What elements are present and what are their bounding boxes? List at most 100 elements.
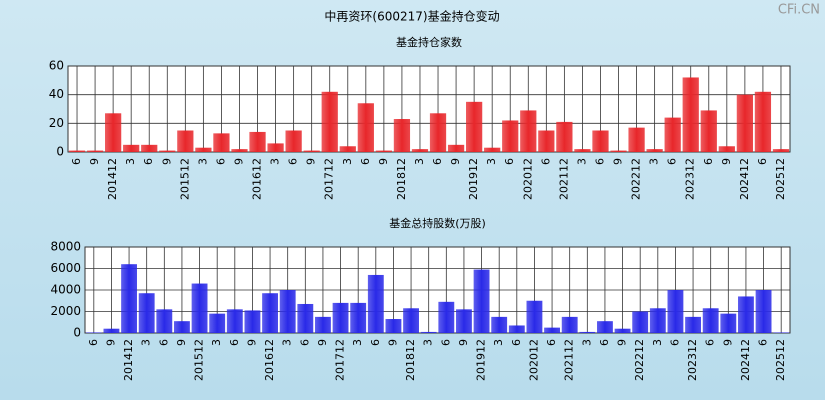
bar bbox=[85, 332, 102, 333]
bar bbox=[738, 296, 754, 333]
x-tick-label: 9 bbox=[616, 339, 629, 346]
bar bbox=[411, 149, 429, 152]
bar bbox=[754, 91, 772, 152]
bar bbox=[429, 113, 447, 152]
x-tick-label: 202312 bbox=[686, 339, 699, 381]
bar bbox=[141, 144, 158, 152]
bar bbox=[315, 316, 331, 333]
x-tick-label: 6 bbox=[756, 158, 769, 165]
x-tick-label: 3 bbox=[196, 158, 209, 165]
bar bbox=[420, 331, 437, 333]
x-tick-label: 201412 bbox=[122, 339, 135, 381]
x-tick-label: 202212 bbox=[633, 339, 646, 381]
bar bbox=[262, 293, 278, 333]
y-tick-label: 0 bbox=[73, 326, 81, 340]
bar bbox=[597, 321, 613, 333]
bar bbox=[123, 144, 140, 152]
bar bbox=[520, 110, 537, 152]
x-tick-label: 9 bbox=[720, 158, 733, 165]
bar bbox=[718, 146, 735, 152]
x-tick-label: 9 bbox=[88, 158, 101, 165]
bar bbox=[720, 313, 737, 333]
x-tick-label: 9 bbox=[316, 339, 329, 346]
x-tick-label: 6 bbox=[545, 339, 558, 346]
x-tick-label: 6 bbox=[439, 339, 452, 346]
bar bbox=[508, 325, 525, 333]
y-tick-label: 8000 bbox=[50, 240, 81, 254]
y-tick-label: 2000 bbox=[50, 304, 81, 318]
x-tick-label: 202512 bbox=[774, 339, 787, 381]
bar bbox=[267, 143, 284, 152]
chart-title: 基金持仓家数 bbox=[396, 35, 462, 49]
x-tick-label: 6 bbox=[228, 339, 241, 346]
x-tick-label: 201912 bbox=[475, 339, 488, 381]
x-tick-label: 6 bbox=[757, 339, 770, 346]
x-tick-label: 6 bbox=[359, 158, 372, 165]
bar bbox=[103, 328, 120, 333]
bar bbox=[438, 301, 455, 333]
x-tick-label: 201612 bbox=[263, 339, 276, 381]
bar bbox=[159, 150, 176, 152]
bar bbox=[702, 308, 719, 333]
x-tick-label: 3 bbox=[341, 158, 354, 165]
bar bbox=[350, 302, 367, 333]
bar bbox=[473, 269, 490, 333]
x-tick-label: 6 bbox=[668, 339, 681, 346]
bar bbox=[332, 302, 349, 333]
x-tick-label: 9 bbox=[175, 339, 188, 346]
bar bbox=[191, 283, 208, 333]
x-tick-label: 3 bbox=[422, 339, 435, 346]
x-tick-label: 9 bbox=[449, 158, 462, 165]
x-tick-label: 202112 bbox=[563, 339, 576, 381]
x-tick-label: 3 bbox=[281, 339, 294, 346]
x-tick-label: 6 bbox=[702, 158, 715, 165]
bar bbox=[447, 144, 465, 152]
y-tick-label: 4000 bbox=[50, 283, 81, 297]
x-tick-label: 3 bbox=[140, 339, 153, 346]
x-tick-label: 6 bbox=[298, 339, 311, 346]
bar bbox=[755, 290, 772, 333]
bar bbox=[632, 311, 649, 333]
x-tick-label: 9 bbox=[721, 339, 734, 346]
x-tick-label: 9 bbox=[457, 339, 470, 346]
bar bbox=[244, 310, 261, 333]
x-tick-label: 6 bbox=[87, 339, 100, 346]
x-tick-label: 6 bbox=[704, 339, 717, 346]
bar bbox=[526, 300, 543, 333]
x-tick-label: 6 bbox=[510, 339, 523, 346]
x-tick-label: 6 bbox=[142, 158, 155, 165]
x-tick-label: 6 bbox=[214, 158, 227, 165]
bar bbox=[249, 131, 266, 152]
bar bbox=[592, 130, 609, 152]
x-tick-label: 3 bbox=[492, 339, 505, 346]
bar bbox=[385, 319, 402, 333]
bar bbox=[367, 274, 384, 333]
x-tick-label: 202012 bbox=[521, 158, 534, 200]
bar bbox=[466, 101, 483, 152]
x-tick-label: 9 bbox=[232, 158, 245, 165]
bar bbox=[667, 290, 684, 333]
bar bbox=[772, 149, 790, 152]
x-tick-label: 202112 bbox=[557, 158, 570, 200]
watermark: CFi.CN bbox=[778, 3, 820, 18]
bar bbox=[561, 316, 578, 333]
x-tick-label: 6 bbox=[157, 339, 170, 346]
bar bbox=[646, 149, 663, 152]
bar bbox=[773, 332, 790, 333]
x-tick-label: 202212 bbox=[630, 158, 643, 200]
x-tick-label: 3 bbox=[648, 158, 661, 165]
bar bbox=[121, 264, 137, 333]
bar bbox=[138, 293, 155, 333]
x-tick-label: 3 bbox=[351, 339, 364, 346]
x-tick-label: 201812 bbox=[404, 339, 417, 381]
x-tick-label: 9 bbox=[104, 339, 117, 346]
x-tick-label: 6 bbox=[287, 158, 300, 165]
x-tick-label: 202012 bbox=[527, 339, 540, 381]
y-tick-label: 60 bbox=[49, 59, 64, 73]
bar bbox=[297, 303, 314, 333]
bar bbox=[664, 117, 681, 152]
bar bbox=[321, 91, 338, 152]
bar bbox=[502, 120, 519, 152]
bar bbox=[700, 110, 717, 152]
